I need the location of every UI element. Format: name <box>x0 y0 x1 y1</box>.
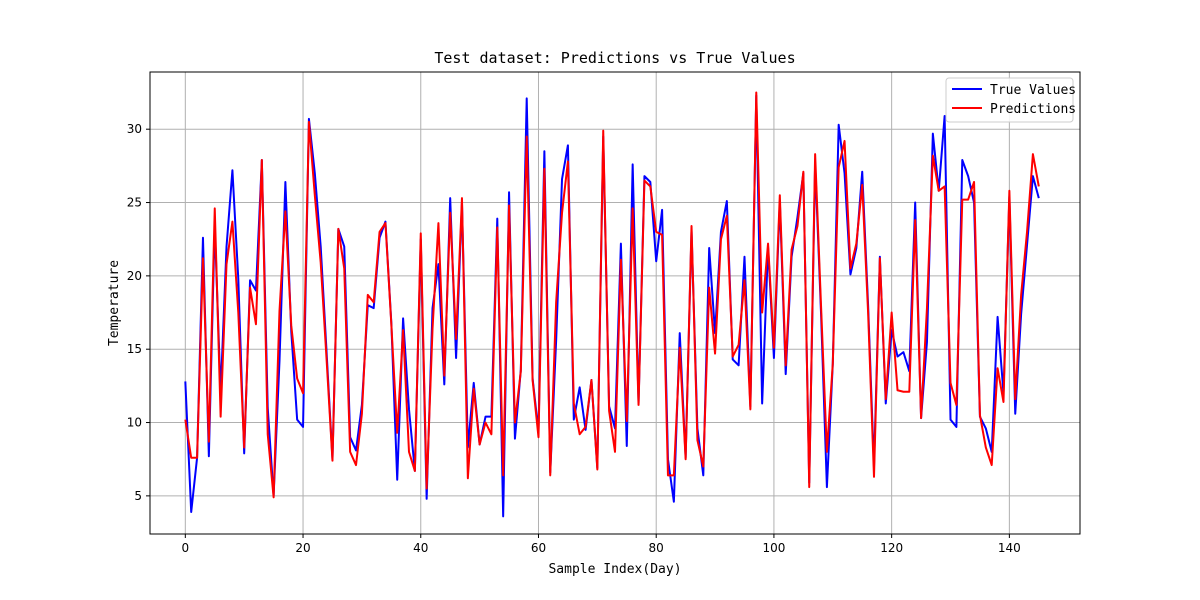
x-axis-label: Sample Index(Day) <box>548 562 681 577</box>
x-tick-label: 80 <box>649 541 664 555</box>
series-line-predictions <box>184 91 1040 499</box>
y-tick-label: 10 <box>127 416 142 430</box>
legend-label-true-values: True Values <box>990 83 1076 98</box>
y-axis-ticks: 5 10 15 20 25 30 <box>127 122 150 503</box>
x-tick-label: 0 <box>181 541 189 555</box>
series-lines <box>184 91 1040 518</box>
y-axis-label: Temperature <box>107 260 122 346</box>
legend-label-predictions: Predictions <box>990 102 1076 117</box>
y-tick-label: 5 <box>134 489 142 503</box>
x-tick-label: 20 <box>295 541 310 555</box>
plot-frame <box>149 71 1081 535</box>
grid-lines <box>150 72 1080 534</box>
chart-title: Test dataset: Predictions vs True Values <box>434 49 795 67</box>
y-tick-label: 30 <box>127 122 142 136</box>
x-tick-label: 120 <box>880 541 903 555</box>
x-tick-label: 60 <box>531 541 546 555</box>
legend: True Values Predictions <box>945 77 1076 123</box>
x-tick-label: 140 <box>998 541 1021 555</box>
x-tick-label: 40 <box>413 541 428 555</box>
y-tick-label: 25 <box>127 196 142 210</box>
y-tick-label: 20 <box>127 269 142 283</box>
x-axis-ticks: 0 20 40 60 80 100 120 140 <box>181 534 1021 555</box>
x-tick-label: 100 <box>762 541 785 555</box>
y-tick-label: 15 <box>127 342 142 356</box>
